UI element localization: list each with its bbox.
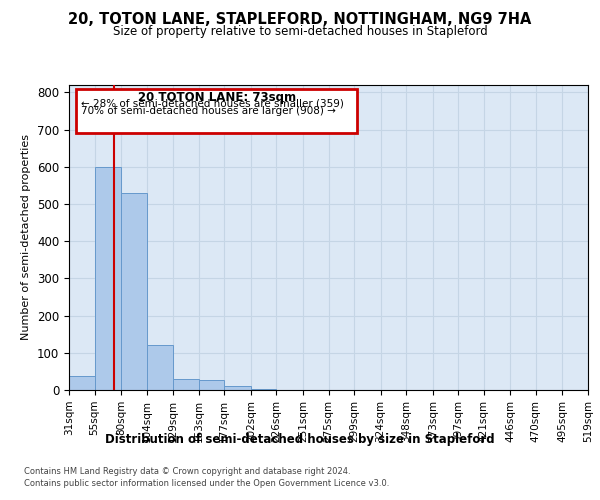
Text: 70% of semi-detached houses are larger (908) →: 70% of semi-detached houses are larger (…	[80, 106, 335, 116]
Bar	[199, 380, 224, 390]
Y-axis label: Number of semi-detached properties: Number of semi-detached properties	[22, 134, 31, 340]
Bar	[95, 167, 121, 390]
Bar	[224, 386, 251, 390]
Text: Distribution of semi-detached houses by size in Stapleford: Distribution of semi-detached houses by …	[105, 432, 495, 446]
Bar	[121, 193, 146, 390]
Bar	[173, 379, 199, 390]
Bar	[146, 346, 173, 390]
Bar	[69, 376, 95, 390]
Text: Contains public sector information licensed under the Open Government Licence v3: Contains public sector information licen…	[24, 479, 389, 488]
Text: Contains HM Land Registry data © Crown copyright and database right 2024.: Contains HM Land Registry data © Crown c…	[24, 468, 350, 476]
Text: Size of property relative to semi-detached houses in Stapleford: Size of property relative to semi-detach…	[113, 25, 487, 38]
Text: ← 28% of semi-detached houses are smaller (359): ← 28% of semi-detached houses are smalle…	[80, 98, 344, 108]
FancyBboxPatch shape	[76, 88, 357, 134]
Text: 20 TOTON LANE: 73sqm: 20 TOTON LANE: 73sqm	[138, 90, 296, 104]
Text: 20, TOTON LANE, STAPLEFORD, NOTTINGHAM, NG9 7HA: 20, TOTON LANE, STAPLEFORD, NOTTINGHAM, …	[68, 12, 532, 28]
